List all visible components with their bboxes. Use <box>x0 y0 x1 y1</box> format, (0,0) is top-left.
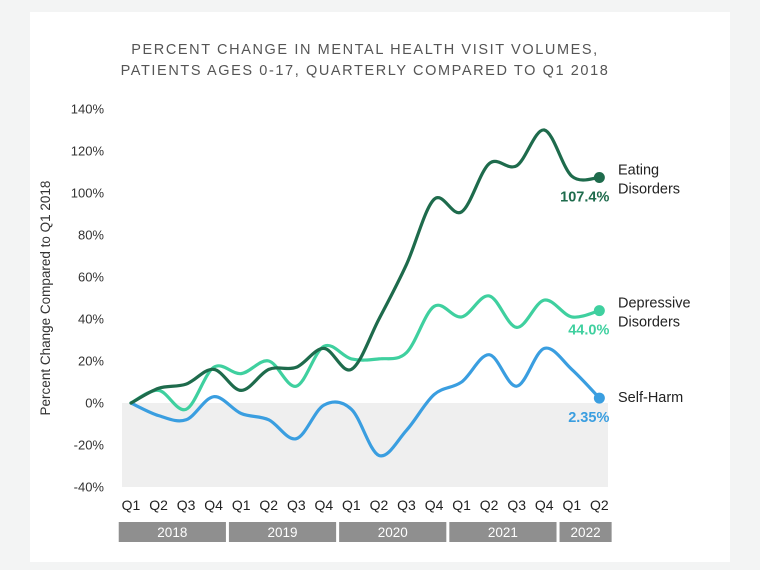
x-tick-label: Q4 <box>204 497 223 513</box>
x-tick-label: Q3 <box>287 497 306 513</box>
y-tick-label: 140% <box>71 102 105 117</box>
series-name-label: Self-Harm <box>618 390 683 406</box>
year-group-label: 2020 <box>378 525 408 540</box>
x-tick-label: Q1 <box>232 497 251 513</box>
series-end-marker <box>593 305 605 317</box>
series-line <box>129 294 601 412</box>
series-end-marker <box>593 392 605 404</box>
x-tick-label: Q4 <box>425 497 444 513</box>
series-name-label: Disorders <box>618 315 680 331</box>
year-group-label: 2018 <box>157 525 187 540</box>
chart-title-line: PERCENT CHANGE IN MENTAL HEALTH VISIT VO… <box>131 42 599 58</box>
series-name-label: Disorders <box>618 181 680 197</box>
y-tick-label: 40% <box>78 312 104 327</box>
year-group-bar <box>339 522 447 542</box>
x-tick-label: Q2 <box>480 497 499 513</box>
negative-region-band <box>122 403 608 487</box>
series-line <box>129 128 601 405</box>
x-tick-label: Q1 <box>122 497 141 513</box>
y-tick-label: 80% <box>78 228 104 243</box>
series-name-label: Eating <box>618 162 659 178</box>
series-end-value-label: 107.4% <box>560 189 609 205</box>
x-tick-label: Q1 <box>342 497 361 513</box>
year-group-bar <box>449 522 557 542</box>
y-tick-label: 100% <box>71 186 105 201</box>
x-tick-label: Q4 <box>535 497 554 513</box>
y-tick-label: -20% <box>74 438 105 453</box>
y-tick-label: 20% <box>78 354 104 369</box>
year-group-label: 2022 <box>571 525 601 540</box>
year-group-bar <box>559 522 612 542</box>
series-line <box>129 346 601 458</box>
line-chart: PERCENT CHANGE IN MENTAL HEALTH VISIT VO… <box>38 42 691 542</box>
x-tick-label: Q4 <box>315 497 334 513</box>
chart-title-line: PATIENTS AGES 0-17, QUARTERLY COMPARED T… <box>121 63 610 79</box>
x-tick-label: Q3 <box>177 497 196 513</box>
series-end-value-label: 44.0% <box>568 323 609 339</box>
x-tick-label: Q2 <box>370 497 389 513</box>
y-tick-label: 60% <box>78 270 104 285</box>
x-tick-label: Q3 <box>507 497 526 513</box>
x-tick-label: Q2 <box>149 497 168 513</box>
chart-card: PERCENT CHANGE IN MENTAL HEALTH VISIT VO… <box>30 12 730 562</box>
y-tick-label: 0% <box>85 396 104 411</box>
year-group-bar <box>228 522 337 542</box>
y-axis-title: Percent Change Compared to Q1 2018 <box>38 181 53 416</box>
year-group-label: 2019 <box>268 525 298 540</box>
series-name-label: Depressive <box>618 296 691 312</box>
x-tick-label: Q3 <box>397 497 416 513</box>
x-tick-label: Q1 <box>452 497 471 513</box>
series-end-marker <box>593 171 605 183</box>
year-group-bar <box>118 522 226 542</box>
x-tick-label: Q1 <box>562 497 581 513</box>
x-tick-label: Q2 <box>590 497 609 513</box>
x-tick-label: Q2 <box>259 497 278 513</box>
series-end-value-label: 2.35% <box>568 410 609 426</box>
year-group-label: 2021 <box>488 525 518 540</box>
y-tick-label: 120% <box>71 144 105 159</box>
y-tick-label: -40% <box>74 480 105 495</box>
